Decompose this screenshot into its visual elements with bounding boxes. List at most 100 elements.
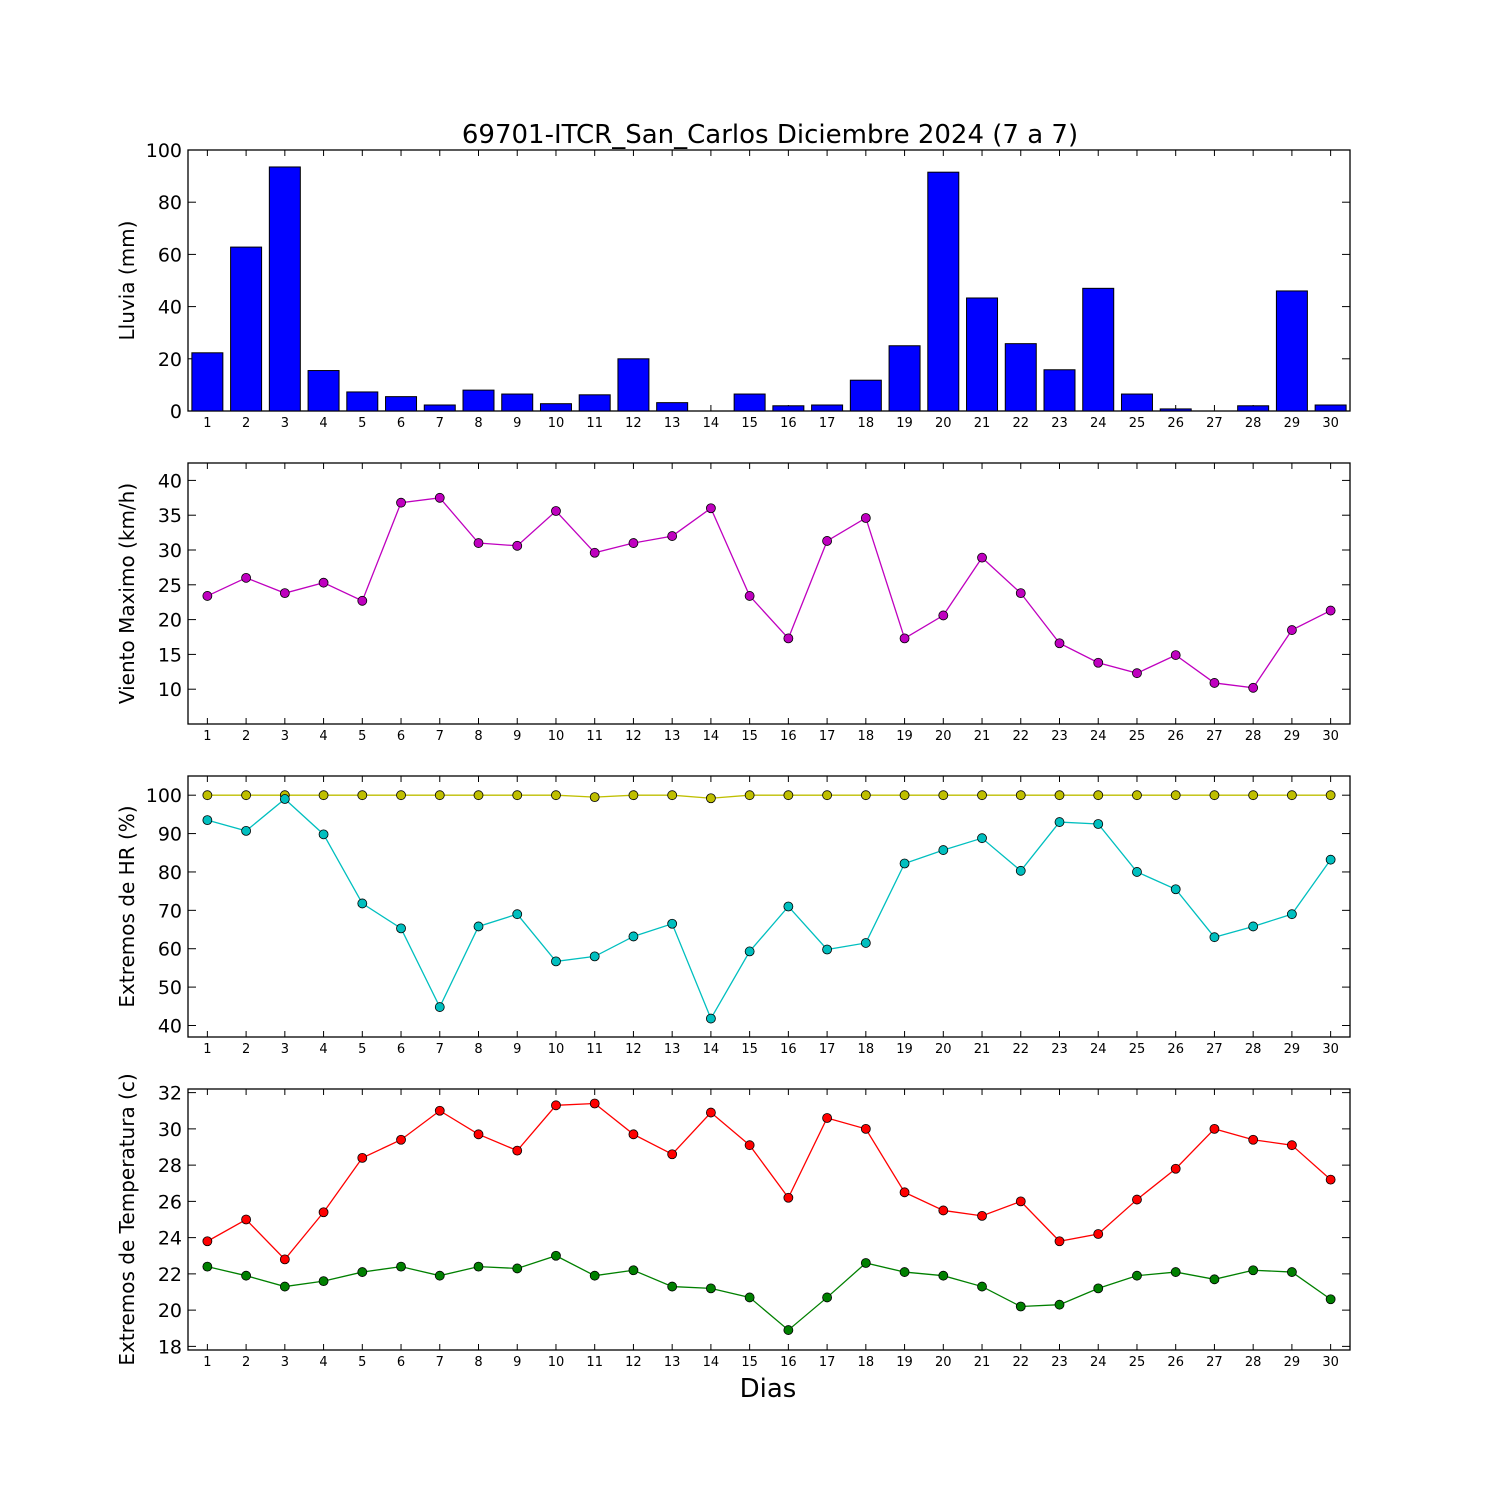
- x-tick-label: 17: [819, 416, 836, 431]
- data-point: [860, 1258, 871, 1268]
- data-point: [938, 790, 949, 801]
- x-tick-label: 25: [1129, 1042, 1146, 1057]
- data-point: [1132, 867, 1142, 877]
- data-point: [706, 503, 716, 514]
- x-tick-label: 4: [319, 416, 327, 431]
- data-point: [899, 1187, 910, 1198]
- y-tick-label: 24: [158, 1228, 182, 1250]
- data-point: [1325, 790, 1336, 801]
- x-tick-label: 28: [1245, 729, 1262, 744]
- x-tick-label: 17: [819, 1355, 836, 1370]
- data-point: [473, 1129, 484, 1140]
- data-point: [783, 1192, 794, 1203]
- data-point: [241, 1270, 252, 1281]
- data-point: [1132, 668, 1142, 679]
- x-tick-label: 2: [242, 416, 250, 431]
- x-tick-label: 5: [358, 416, 366, 431]
- series-line: [207, 1102, 1332, 1261]
- data-point: [1325, 1294, 1336, 1305]
- plot-frame: [187, 462, 1351, 725]
- x-tick-label: 16: [780, 1042, 797, 1057]
- y-tick-label: 26: [158, 1191, 182, 1213]
- data-point: [1015, 790, 1026, 801]
- x-tick-label: 8: [474, 1355, 482, 1370]
- x-tick-label: 29: [1284, 1042, 1301, 1057]
- data-point: [628, 1265, 639, 1276]
- y-tick-label: 18: [158, 1336, 182, 1358]
- x-tick-label: 6: [397, 416, 405, 431]
- x-tick-label: 24: [1090, 1355, 1107, 1370]
- data-point: [202, 815, 213, 826]
- x-tick-label: 17: [819, 1042, 836, 1057]
- x-tick-label: 21: [974, 1042, 991, 1057]
- plot-frame: [187, 149, 1351, 412]
- x-tick-label: 6: [397, 1355, 405, 1370]
- x-tick-label: 7: [436, 1042, 444, 1057]
- data-point: [1054, 1236, 1065, 1247]
- x-tick-label: 22: [1012, 1042, 1029, 1057]
- data-point: [318, 577, 329, 588]
- data-point: [357, 1267, 368, 1277]
- x-tick-label: 14: [703, 1355, 720, 1370]
- bar: [1004, 343, 1037, 412]
- x-tick-label: 4: [319, 729, 327, 744]
- y-tick-label: 25: [158, 575, 182, 597]
- data-point: [473, 538, 484, 548]
- data-point: [434, 790, 445, 801]
- bar: [230, 246, 263, 412]
- data-point: [899, 633, 910, 644]
- bar: [423, 404, 456, 412]
- y-tick-label: 22: [158, 1264, 182, 1286]
- x-tick-label: 13: [664, 1355, 681, 1370]
- x-tick-label: 26: [1167, 1042, 1184, 1057]
- y-axis-label: Extremos de Temperatura (c): [115, 1073, 139, 1365]
- data-point: [1325, 605, 1336, 616]
- data-point: [396, 790, 406, 801]
- data-point: [241, 572, 252, 583]
- data-point: [512, 1145, 523, 1156]
- y-tick-label: 20: [158, 610, 182, 632]
- data-point: [1093, 657, 1104, 668]
- data-point: [473, 1261, 484, 1272]
- data-point: [860, 513, 871, 523]
- data-point: [977, 552, 987, 563]
- x-tick-label: 28: [1245, 1042, 1262, 1057]
- data-point: [744, 946, 755, 957]
- bar: [811, 404, 844, 412]
- x-tick-label: 2: [242, 1042, 250, 1057]
- data-point: [744, 790, 755, 801]
- x-tick-label: 8: [474, 729, 482, 744]
- x-tick-label: 18: [858, 1355, 875, 1370]
- data-point: [357, 595, 368, 606]
- data-point: [434, 1270, 445, 1281]
- x-tick-label: 22: [1012, 1355, 1029, 1370]
- data-point: [1248, 921, 1259, 932]
- data-point: [473, 790, 484, 801]
- data-point: [551, 1100, 561, 1111]
- bar: [1237, 405, 1270, 412]
- data-point: [1209, 790, 1220, 801]
- x-tick-label: 29: [1284, 416, 1301, 431]
- x-tick-label: 27: [1206, 729, 1223, 744]
- bar: [888, 345, 921, 412]
- x-tick-label: 9: [513, 1042, 521, 1057]
- data-point: [357, 1152, 368, 1163]
- x-tick-label: 23: [1051, 729, 1068, 744]
- data-point: [279, 794, 290, 804]
- data-point: [551, 506, 561, 516]
- data-point: [1170, 884, 1181, 895]
- data-point: [551, 956, 561, 967]
- bar: [268, 166, 301, 412]
- data-point: [938, 610, 949, 621]
- bar: [772, 405, 805, 412]
- x-tick-label: 18: [858, 416, 875, 431]
- data-point: [434, 1002, 445, 1012]
- x-tick-label: 26: [1167, 729, 1184, 744]
- data-point: [589, 1098, 600, 1109]
- data-point: [783, 790, 794, 801]
- data-point: [1325, 854, 1336, 865]
- data-point: [1170, 790, 1181, 801]
- x-tick-label: 19: [896, 1042, 913, 1057]
